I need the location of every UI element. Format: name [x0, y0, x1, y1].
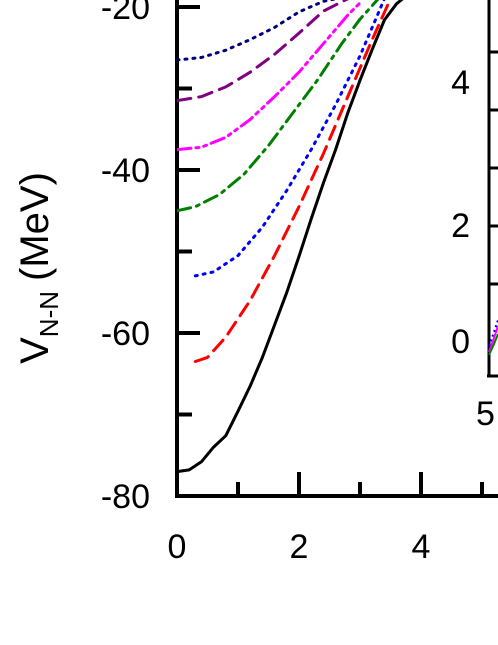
series-line-2 [193, 0, 392, 363]
series-line-1 [177, 0, 404, 474]
series-line-4 [177, 0, 380, 213]
inset-plot: 4 2 0 5 [451, 0, 498, 433]
series-line-5 [177, 1, 362, 152]
y-tick-label: -80 [101, 478, 150, 516]
y-axis-title: VN-N (MeV) [13, 172, 64, 364]
inset-y-tick-label: 2 [451, 207, 470, 245]
y-tick-label: -60 [101, 315, 150, 353]
y-axis-title-sub: N-N [34, 291, 64, 337]
series-line-6 [177, 0, 349, 103]
series-group [177, 0, 404, 474]
y-tick-label: -20 [101, 0, 150, 27]
x-tick-label: 2 [290, 528, 309, 566]
series-line-3 [193, 0, 386, 278]
inset-x-tick-label: 5 [476, 395, 495, 433]
y-axis-title-main: V [13, 337, 57, 364]
y-tick-label: -40 [101, 152, 150, 190]
inset-curve-stub [488, 325, 498, 353]
series-line-7 [177, 0, 337, 62]
inset-y-tick-label: 4 [451, 64, 470, 102]
x-tick-label: 0 [168, 528, 187, 566]
inset-curve-stub [488, 333, 498, 356]
y-ticks: -20 -40 -60 -80 [101, 0, 200, 516]
x-ticks: 0 2 4 [168, 472, 484, 566]
inset-y-tick-label: 0 [451, 323, 470, 361]
x-tick-label: 4 [412, 528, 431, 566]
y-axis-title-unit: (MeV) [13, 172, 57, 281]
